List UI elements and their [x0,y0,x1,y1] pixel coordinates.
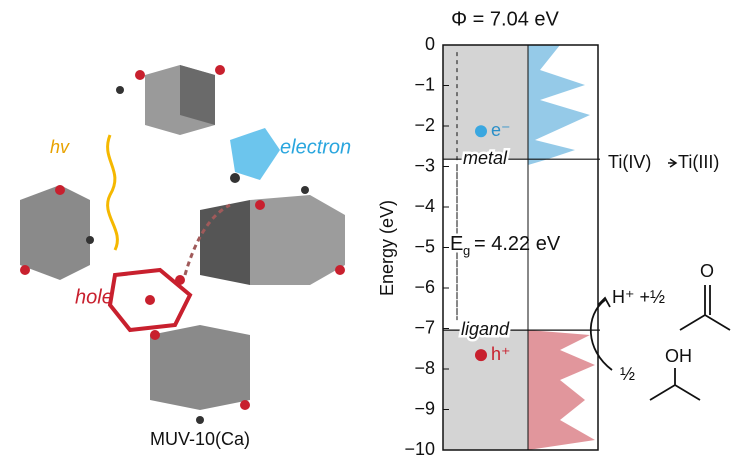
y-tick-label: −6 [414,277,435,297]
y-tick-label: −5 [414,236,435,256]
reaction-arrow [668,159,676,167]
gap-subscript: g [463,243,470,258]
hole-label: hole [75,286,113,308]
electron-dot [475,125,487,137]
structure-drawing [20,65,345,424]
figure: hv electron hole MUV-10(Ca) Φ = 7.04 eV … [0,0,748,459]
level-label: ligand [461,319,510,339]
oxidation-coef: ½ [620,364,635,384]
electron-symbol: e⁻ [491,120,511,140]
gap-symbol: E [450,233,463,255]
y-tick-label: −10 [404,439,435,459]
hole-dot [475,349,487,361]
y-tick-label: −4 [414,196,435,216]
structure-name: MUV-10(Ca) [150,429,250,449]
ti-from: Ti(IV) [608,152,651,172]
y-tick-label: −9 [414,398,435,418]
o-label: O [700,261,714,281]
chart-title: Φ = 7.04 eV [451,8,559,30]
gap-value: = 4.22 eV [474,233,561,255]
oxidation-product: H⁺ +½ [612,287,665,307]
conduction-band [443,45,528,159]
ti-to: Ti(III) [678,152,719,172]
y-tick-label: 0 [425,34,435,54]
hole-symbol: h⁺ [491,344,511,364]
y-tick-label: −3 [414,155,435,175]
y-tick-label: −7 [414,317,435,337]
y-axis-label: Energy (eV) [377,200,397,296]
y-tick-label: −2 [414,115,435,135]
y-tick-label: −8 [414,358,435,378]
electron-label: electron [280,136,351,158]
oh-label: OH [665,346,692,366]
level-label: metal [463,148,508,168]
light-label: hv [50,137,70,157]
y-tick-label: −1 [414,74,435,94]
valence-band [443,330,528,450]
